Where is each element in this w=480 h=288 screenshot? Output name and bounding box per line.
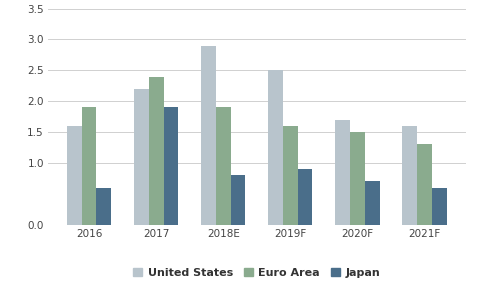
Bar [96,187,111,225]
Bar [231,175,245,225]
Bar [164,107,179,225]
Bar [335,120,350,225]
Bar [417,144,432,225]
Bar [134,89,149,225]
Legend: United States, Euro Area, Japan: United States, Euro Area, Japan [129,264,385,283]
Bar [402,126,417,225]
Bar [201,46,216,225]
Bar [298,169,312,225]
Bar [283,126,298,225]
Bar [67,126,82,225]
Bar [82,107,96,225]
Bar [365,181,380,225]
Bar [350,132,365,225]
Bar [432,187,446,225]
Bar [268,70,283,225]
Bar [216,107,231,225]
Bar [149,77,164,225]
